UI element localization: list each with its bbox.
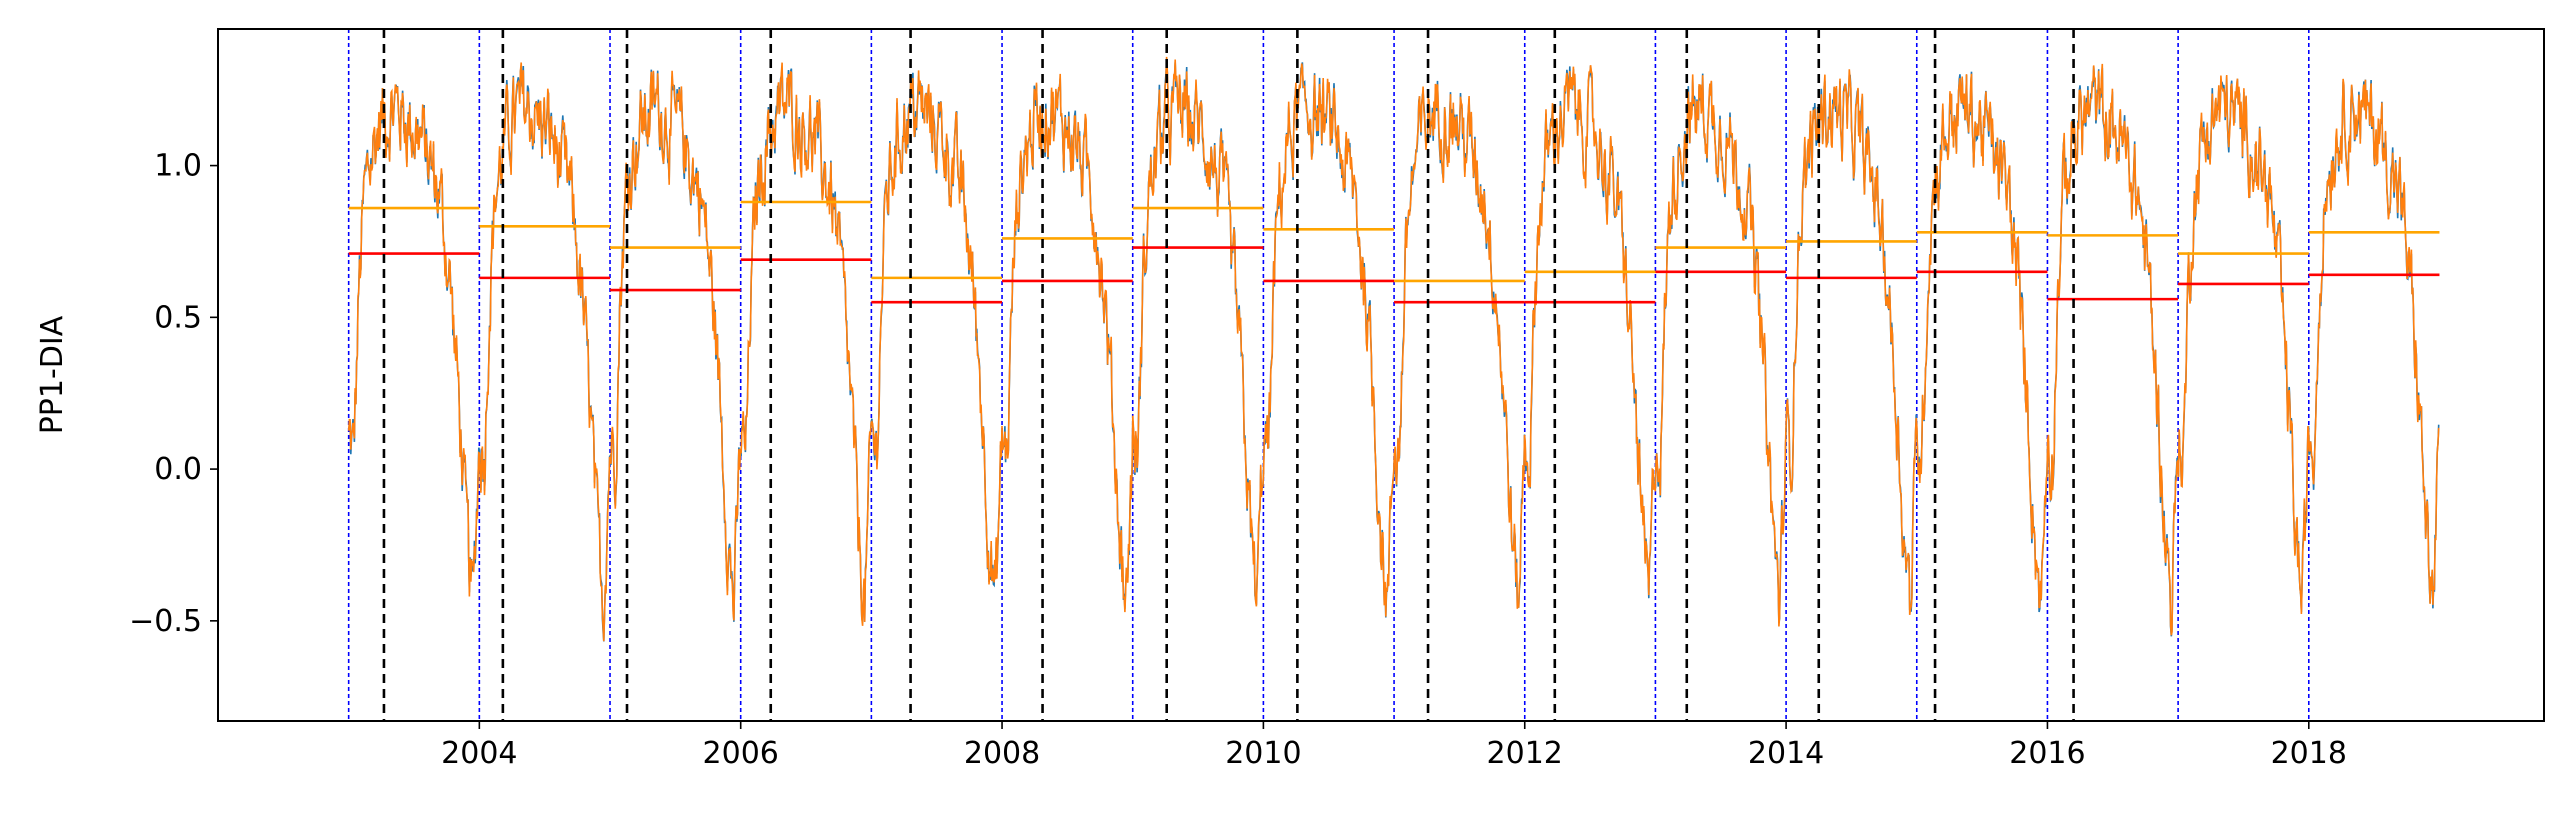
y-tick-label: 0.0 — [154, 452, 202, 487]
x-tick-label: 2008 — [964, 736, 1040, 771]
x-tick-label: 2018 — [2271, 736, 2347, 771]
x-tick-label: 2014 — [1748, 736, 1824, 771]
y-tick-label: 1.0 — [154, 149, 202, 184]
series-model-line — [347, 56, 2440, 642]
x-tick-label: 2012 — [1487, 736, 1563, 771]
x-tick-label: 2016 — [2009, 736, 2085, 771]
plot-content — [347, 29, 2440, 721]
plot-frame — [217, 28, 2545, 722]
y-axis: −0.5 0.0 0.5 1.0 — [129, 149, 218, 639]
y-tick-label: −0.5 — [129, 604, 202, 639]
x-axis: 2004 2006 2008 2010 2012 2014 2016 2018 — [441, 721, 2347, 771]
y-axis-label: PP1-DIA — [35, 315, 70, 434]
x-tick-label: 2010 — [1225, 736, 1301, 771]
x-tick-label: 2004 — [441, 736, 517, 771]
y-tick-label: 0.5 — [154, 300, 202, 335]
x-tick-label: 2006 — [703, 736, 779, 771]
